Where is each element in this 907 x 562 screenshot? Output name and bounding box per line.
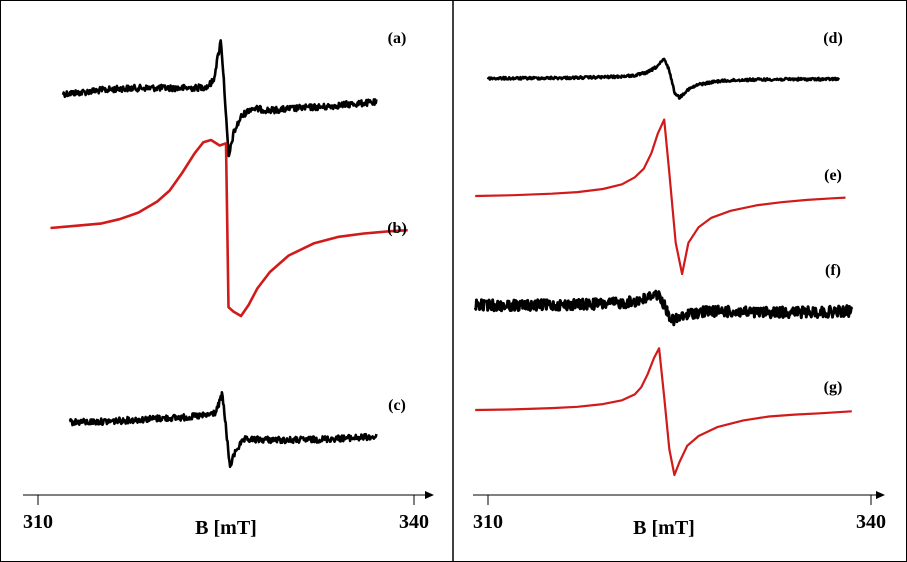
- trace-e: [475, 118, 846, 276]
- trace-c: [68, 391, 378, 469]
- trace-d: [486, 57, 841, 100]
- series-label-c: (c): [388, 397, 406, 414]
- right-tick-label-1: 340: [856, 511, 886, 533]
- trace-a: [61, 39, 378, 158]
- trace-g: [475, 347, 852, 477]
- left-panel: 310 340 B [mT] (a) (b) (c): [23, 30, 434, 539]
- trace-b: [50, 138, 408, 318]
- left-tick-label-0: 310: [23, 511, 53, 533]
- series-label-d: (d): [823, 30, 843, 47]
- right-x-axis-arrow: [876, 491, 885, 499]
- right-tick-label-0: 310: [473, 511, 503, 533]
- right-x-axis-title: B [mT]: [633, 517, 695, 539]
- trace-f: [473, 289, 854, 327]
- series-label-e: (e): [824, 167, 842, 184]
- left-tick-label-1: 340: [399, 511, 429, 533]
- left-x-axis-arrow: [425, 491, 434, 499]
- series-label-b: (b): [387, 220, 407, 237]
- series-label-f: (f): [825, 262, 841, 279]
- right-panel: 310 340 B [mT] (d) (e) (f) (g): [473, 30, 886, 539]
- left-x-axis-title: B [mT]: [195, 517, 257, 539]
- series-label-g: (g): [824, 379, 843, 396]
- series-label-a: (a): [388, 30, 407, 47]
